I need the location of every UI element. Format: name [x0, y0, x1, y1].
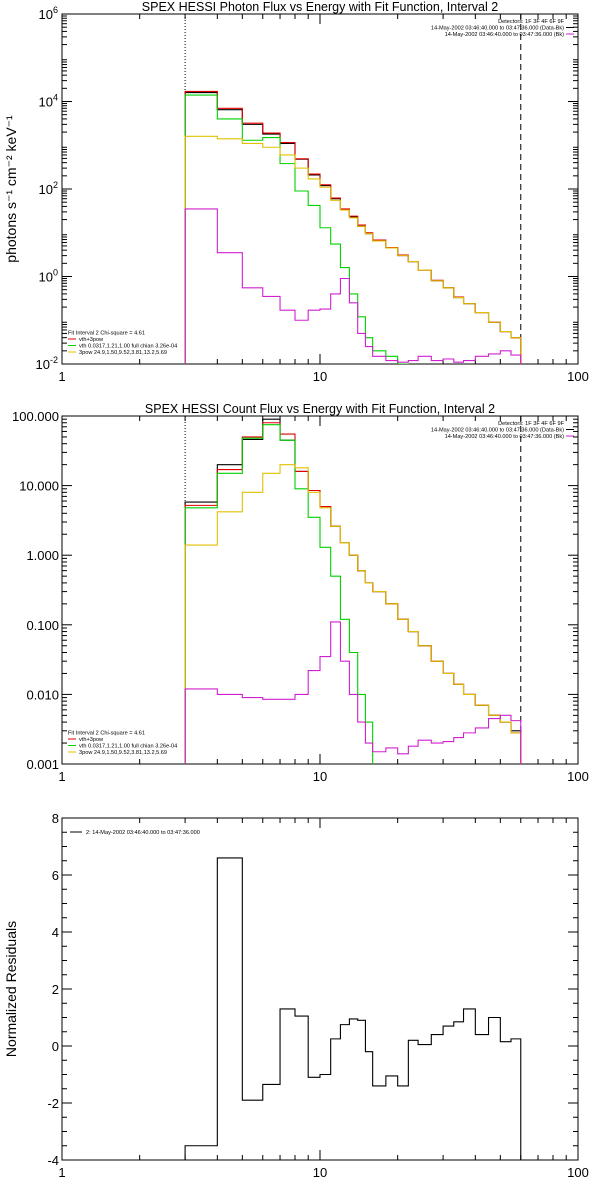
- y-axis-label: photons s⁻¹ cm⁻² keV⁻¹: [3, 115, 19, 263]
- legend-entry: vth 0.0317,1.21,1.00 full chian 3.26e-04: [79, 344, 177, 350]
- x-tick-label: 1: [58, 769, 65, 784]
- y-tick-label: 6: [52, 868, 59, 883]
- y-tick-label: 4: [52, 925, 59, 940]
- y-tick-label: 10.000: [19, 479, 59, 494]
- x-tick-label: 1: [58, 369, 65, 384]
- chart-panel-3: Normalized Residuals 1 10 100 -4 -2 0 2 4 6 8 2: 14…: [3, 811, 589, 1180]
- legend-entry: vth+3pow: [79, 737, 104, 743]
- plot-frame: [61, 817, 579, 1161]
- chart-panel-1: SPEX HESSI Photon Flux vs Energy with Fi…: [3, 0, 589, 384]
- plot-frame: [61, 415, 579, 765]
- x-tick-label: 100: [567, 1165, 589, 1180]
- legend-entry: vth 0.0317,1.21,1.00 full chian 3.26e-04: [79, 744, 177, 750]
- y-tick-label: 8: [52, 811, 59, 826]
- series-line-2: [184, 90, 522, 364]
- y-tick-label: 104: [39, 93, 58, 110]
- series-line-5: [184, 208, 522, 364]
- y-tick-label: 2: [52, 982, 59, 997]
- y-tick-label: 1.000: [26, 548, 59, 563]
- y-tick-label: 0.001: [26, 757, 59, 772]
- chart-title: SPEX HESSI Photon Flux vs Energy with Fi…: [142, 0, 498, 14]
- series-line-5: [184, 621, 522, 764]
- info-line: 14-May-2002 03:46:40.000 to 03:47:36.000…: [431, 26, 564, 32]
- info-line: Detectors: 1F 3F 4F 6F 9F: [498, 19, 564, 25]
- y-axis-label: Normalized Residuals: [3, 921, 19, 1057]
- legend-entry: 3pow 24.9,1.50,9.52,3.81,13.2,5.69: [79, 350, 167, 356]
- chart-title: SPEX HESSI Count Flux vs Energy with Fit…: [145, 402, 495, 416]
- y-tick-label: 0: [52, 1039, 59, 1054]
- series-line-1: [184, 92, 522, 364]
- info-line: 14-May-2002 03:46:40.000 to 03:47:36.000…: [431, 428, 564, 434]
- series-line-4: [184, 135, 522, 364]
- series-line-4: [184, 464, 522, 764]
- legend-entry: 2: 14-May-2002 03:46:40.000 to 03:47:36.…: [86, 830, 200, 836]
- x-tick-label: 100: [567, 769, 589, 784]
- series-line-3: [184, 94, 522, 364]
- x-tick-label: 100: [567, 369, 589, 384]
- y-tick-label: -4: [47, 1153, 59, 1168]
- y-tick-label: 100: [39, 268, 58, 285]
- chart-panel-2: SPEX HESSI Count Flux vs Energy with Fit…: [12, 402, 589, 784]
- info-line: 14-May-2002 03:46:40.000 to 03:47:36.000…: [445, 434, 565, 440]
- plot-frame: [61, 13, 579, 365]
- info-line: 14-May-2002 03:46:40.000 to 03:47:36.000…: [445, 32, 565, 38]
- legend-entry: Fit Interval 2 Chi-square = 4.61: [68, 331, 145, 337]
- y-tick-label: 106: [39, 5, 58, 22]
- y-tick-label: 0.010: [26, 687, 59, 702]
- x-tick-label: 10: [313, 1165, 327, 1180]
- series-line-1: [184, 857, 522, 1160]
- legend-entry: vth+3pow: [79, 337, 104, 343]
- x-tick-label: 1: [58, 1165, 65, 1180]
- y-tick-label: 10-2: [36, 355, 58, 372]
- info-line: Detectors: 1F 3F 4F 6F 9F: [498, 421, 564, 427]
- series-line-2: [184, 422, 522, 764]
- legend-entry: Fit Interval 2 Chi-square = 4.61: [68, 731, 145, 737]
- y-tick-label: -2: [47, 1096, 59, 1111]
- x-tick-label: 10: [313, 369, 327, 384]
- legend-entry: 3pow 24.9,1.50,9.52,3.81,13.2,5.69: [79, 750, 167, 756]
- x-tick-label: 10: [313, 769, 327, 784]
- y-tick-label: 0.100: [26, 618, 59, 633]
- y-tick-label: 102: [39, 180, 58, 197]
- series-line-1: [184, 418, 522, 764]
- y-tick-label: 100.000: [12, 409, 59, 424]
- series-line-3: [184, 424, 522, 764]
